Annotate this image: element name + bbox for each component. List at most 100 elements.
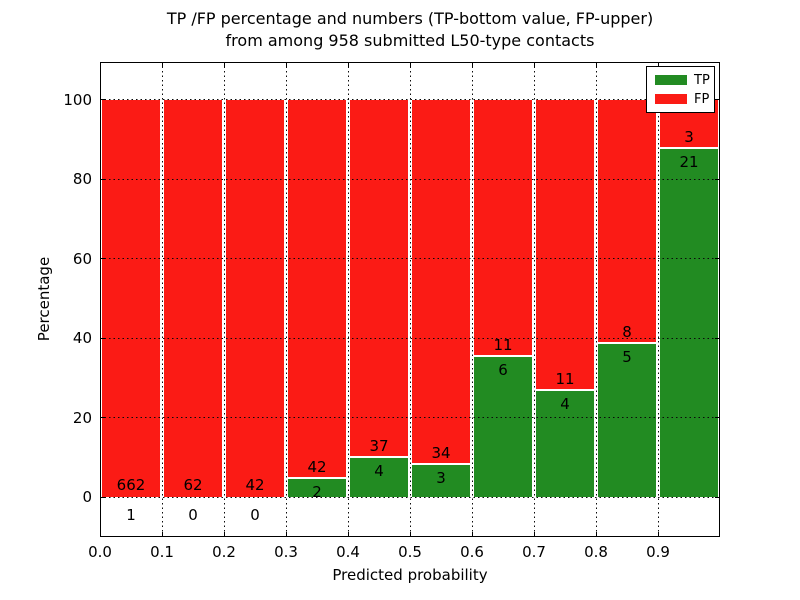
y-tick-mark-right	[715, 258, 720, 260]
tp-count-label: 5	[622, 348, 632, 367]
fp-count-label: 662	[116, 475, 146, 494]
fp-count-label: 11	[555, 370, 575, 389]
tp-bar-segment	[288, 479, 346, 498]
x-tick-mark	[161, 532, 163, 537]
fp-count-label: 62	[183, 476, 203, 495]
x-tick-mark	[595, 532, 597, 537]
y-tick-mark	[100, 258, 105, 260]
vertical-gridline	[223, 62, 225, 537]
x-tick-label: 0.5	[398, 543, 422, 561]
x-tick-mark	[285, 532, 287, 537]
x-tick-mark-top	[223, 62, 225, 67]
fp-bar-segment	[536, 99, 594, 390]
horizontal-gridline	[100, 337, 720, 339]
vertical-gridline	[657, 62, 659, 537]
fp-count-label: 42	[307, 458, 327, 477]
x-tick-label: 0.8	[584, 543, 608, 561]
x-tick-mark	[409, 532, 411, 537]
vertical-gridline	[161, 62, 163, 537]
tp-bar-segment	[412, 465, 470, 498]
y-tick-mark-right	[715, 417, 720, 419]
fp-count-label: 11	[493, 335, 513, 354]
tp-bar-segment	[474, 356, 532, 498]
x-tick-mark-top	[595, 62, 597, 67]
vertical-gridline	[347, 62, 349, 537]
y-tick-label: 40	[72, 329, 92, 348]
fp-legend-swatch	[655, 94, 687, 104]
fp-bar-segment	[412, 99, 470, 463]
y-tick-mark-right	[715, 178, 720, 180]
x-tick-mark	[223, 532, 225, 537]
x-tick-label: 0.4	[336, 543, 360, 561]
x-tick-label: 0.0	[88, 543, 112, 561]
x-tick-mark	[99, 532, 101, 537]
fp-count-label: 42	[245, 476, 265, 495]
x-tick-mark-top	[657, 62, 659, 67]
x-tick-mark	[533, 532, 535, 537]
tp-count-label: 0	[188, 506, 198, 525]
y-tick-mark	[100, 337, 105, 339]
x-tick-mark	[347, 532, 349, 537]
y-tick-mark	[100, 178, 105, 180]
x-tick-mark-top	[161, 62, 163, 67]
plot-area: TP FP 662 1 62 0 42 0 42 2 37 4 34 3 11 6 11 4 8 5 3 21 0.0 0…	[63, 62, 720, 561]
tp-count-label: 4	[560, 395, 570, 414]
x-tick-mark-top	[347, 62, 349, 67]
tp-bar-segment	[598, 344, 656, 498]
fp-count-label: 3	[684, 128, 694, 147]
horizontal-gridline	[100, 99, 720, 101]
tp-bar-segment	[536, 391, 594, 498]
x-tick-label: 0.6	[460, 543, 484, 561]
x-tick-mark-top	[99, 62, 101, 67]
x-axis-label: Predicted probability	[332, 566, 488, 584]
tp-count-label: 3	[436, 469, 446, 487]
x-tick-mark	[471, 532, 473, 537]
vertical-gridline	[285, 62, 287, 537]
chart-title-line1: TP /FP percentage and numbers (TP-bottom…	[166, 9, 654, 28]
horizontal-gridline	[100, 496, 720, 498]
tp-count-label: 0	[250, 506, 260, 525]
fp-bar-segment	[474, 99, 532, 355]
x-tick-mark-top	[409, 62, 411, 67]
y-axis-label: Percentage	[35, 256, 53, 342]
x-tick-mark-top	[285, 62, 287, 67]
vertical-gridline	[595, 62, 597, 537]
fp-count-label: 34	[431, 444, 451, 462]
y-tick-mark-right	[715, 337, 720, 339]
y-tick-mark	[100, 496, 105, 498]
horizontal-gridline	[100, 258, 720, 260]
vertical-gridline	[409, 62, 411, 537]
x-tick-label: 0.3	[274, 543, 298, 561]
horizontal-gridline	[100, 178, 720, 180]
chart-title: TP /FP percentage and numbers (TP-bottom…	[100, 8, 720, 52]
tp-count-label: 2	[312, 483, 322, 502]
y-tick-label: 80	[72, 170, 92, 189]
fp-count-label: 8	[622, 323, 632, 342]
x-tick-label: 0.7	[522, 543, 546, 561]
y-tick-mark-right	[715, 99, 720, 101]
x-tick-label: 0.1	[150, 543, 174, 561]
horizontal-gridline	[100, 417, 720, 419]
legend-item-tp: TP	[655, 73, 714, 87]
fp-count-label: 37	[369, 437, 389, 456]
legend-item-fp: FP	[655, 92, 714, 106]
legend: TP FP	[646, 66, 715, 113]
y-tick-mark	[100, 99, 105, 101]
fp-bar-segment	[226, 99, 284, 498]
x-tick-mark-top	[533, 62, 535, 67]
tp-count-label: 4	[374, 462, 384, 481]
tp-bar-segment	[660, 149, 718, 498]
y-tick-label: 20	[72, 408, 92, 427]
vertical-gridline	[471, 62, 473, 537]
fp-bar-segment	[288, 99, 346, 478]
tp-bar-segment	[350, 458, 408, 498]
tp-legend-label: TP	[694, 72, 710, 88]
tp-legend-swatch	[655, 75, 687, 85]
fp-bar-segment	[350, 99, 408, 457]
fp-bar-segment	[164, 99, 222, 498]
fp-bar-segment	[102, 99, 160, 498]
x-tick-mark	[657, 532, 659, 537]
y-tick-label: 60	[72, 249, 92, 268]
y-tick-mark-right	[715, 496, 720, 498]
